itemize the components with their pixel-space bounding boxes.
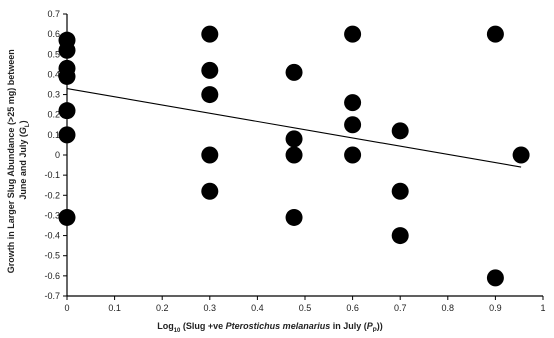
x-tick-label: 1 bbox=[540, 303, 545, 313]
data-point bbox=[391, 182, 409, 200]
y-tick-label: 0.5 bbox=[47, 49, 60, 59]
y-tick-label: -0.5 bbox=[44, 251, 60, 261]
data-point bbox=[285, 146, 303, 164]
y-tick-label: -0.4 bbox=[44, 231, 60, 241]
data-point bbox=[285, 130, 303, 148]
x-tick-label: 0.4 bbox=[251, 303, 264, 313]
x-tick-label: 0.5 bbox=[299, 303, 312, 313]
y-tick-label: 0.7 bbox=[47, 9, 60, 19]
data-point bbox=[486, 25, 504, 43]
data-point bbox=[344, 116, 362, 134]
trend-line-group bbox=[66, 87, 522, 168]
x-tick-label: 0.7 bbox=[394, 303, 407, 313]
data-point bbox=[58, 208, 76, 226]
y-axis-title: Growth in Larger Slug Abundance (>25 mg)… bbox=[6, 47, 31, 273]
x-tick-label: 0.1 bbox=[108, 303, 121, 313]
data-point bbox=[201, 61, 219, 79]
x-axis-ticks: 0 0.1 0.2 0.3 0.4 0.5 0.6 0.7 0.8 0.9 1 bbox=[64, 296, 546, 313]
x-tick-label: 0.9 bbox=[489, 303, 502, 313]
data-point bbox=[201, 25, 219, 43]
data-point bbox=[344, 25, 362, 43]
data-point bbox=[512, 146, 530, 164]
y-tick-label: 0 bbox=[55, 150, 60, 160]
y-axis-title-line2: June and July (GL) bbox=[18, 120, 31, 199]
y-tick-label: -0.6 bbox=[44, 271, 60, 281]
data-points bbox=[58, 25, 530, 287]
y-axis-ticks: 0.7 0.6 0.5 0.4 0.3 0.2 0.1 0 -0.1 -0.2 -0.3 -0.4 -0… bbox=[44, 9, 67, 301]
y-tick-label: 0.3 bbox=[47, 90, 60, 100]
data-point bbox=[344, 146, 362, 164]
x-axis-title: Log10 (Slug +ve Pterostichus melanarius … bbox=[157, 321, 383, 334]
trend-line bbox=[66, 87, 522, 168]
data-point bbox=[486, 269, 504, 287]
y-tick-label: -0.2 bbox=[44, 190, 60, 200]
y-tick-label: -0.1 bbox=[44, 170, 60, 180]
data-point bbox=[285, 208, 303, 226]
data-point bbox=[201, 86, 219, 104]
data-point bbox=[391, 227, 409, 245]
data-point bbox=[58, 41, 76, 59]
y-tick-label: 0.2 bbox=[47, 110, 60, 120]
data-point bbox=[201, 182, 219, 200]
y-tick-label: -0.3 bbox=[44, 210, 60, 220]
x-tick-label: 0.2 bbox=[156, 303, 169, 313]
data-point bbox=[391, 122, 409, 140]
x-tick-label: 0.8 bbox=[442, 303, 455, 313]
y-tick-label: -0.7 bbox=[44, 291, 60, 301]
y-tick-label: 0.4 bbox=[47, 69, 60, 79]
axes bbox=[66, 14, 543, 297]
x-tick-label: 0.6 bbox=[346, 303, 359, 313]
x-tick-label: 0 bbox=[64, 303, 69, 313]
x-tick-label: 0.3 bbox=[204, 303, 217, 313]
data-point bbox=[58, 67, 76, 85]
data-point bbox=[58, 102, 76, 120]
data-point bbox=[285, 63, 303, 81]
data-point bbox=[344, 94, 362, 112]
data-point bbox=[201, 146, 219, 164]
data-point bbox=[58, 126, 76, 144]
y-tick-label: 0.1 bbox=[47, 130, 60, 140]
y-tick-label: 0.6 bbox=[47, 29, 60, 39]
